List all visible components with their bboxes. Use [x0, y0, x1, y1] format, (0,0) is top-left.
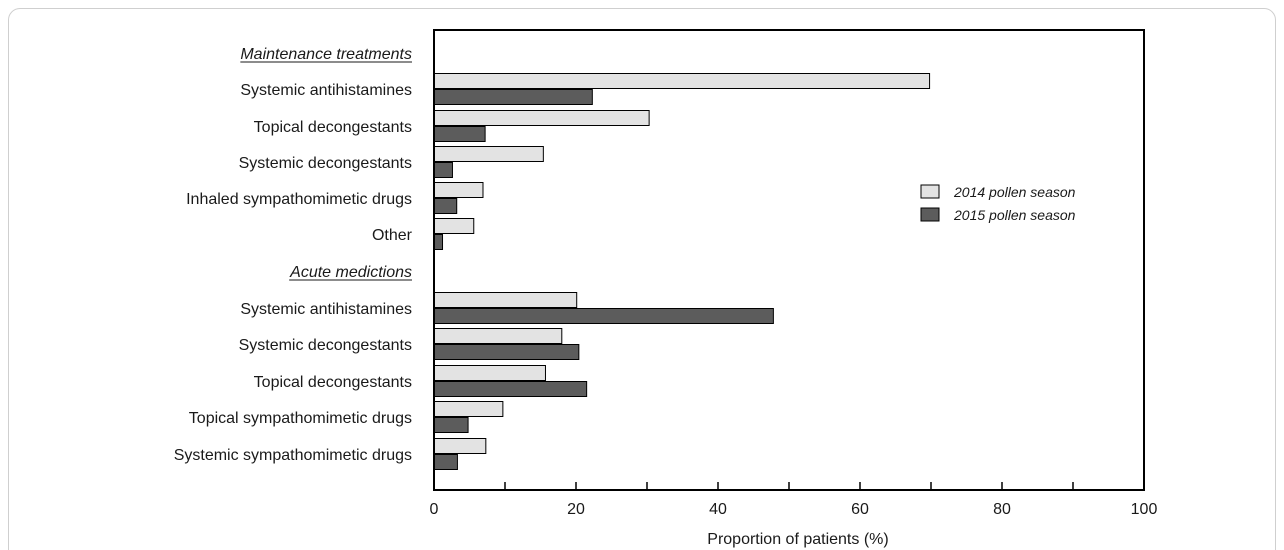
legend-swatch-2014 [921, 185, 939, 198]
bar-2015 [434, 455, 457, 470]
category-label: Systemic decongestants [239, 337, 412, 354]
bar-2015 [434, 382, 587, 397]
bar-2014 [434, 219, 474, 234]
category-labels: Maintenance treatments Systemic antihista… [174, 46, 413, 464]
bar-2014 [434, 329, 562, 344]
bar-2015 [434, 90, 592, 105]
bar-2014 [434, 111, 649, 126]
bar-2014 [434, 366, 545, 381]
category-label: Systemic antihistamines [240, 82, 412, 99]
x-axis-ticks: 0 20 40 60 80 100 [430, 482, 1158, 518]
legend-swatch-2015 [921, 208, 939, 221]
bar-2014 [434, 293, 577, 308]
legend-label-2015: 2015 pollen season [953, 207, 1076, 223]
legend-label-2014: 2014 pollen season [953, 184, 1076, 200]
bar-2015 [434, 199, 457, 214]
bar-2014 [434, 183, 483, 198]
category-label: Other [372, 227, 413, 244]
x-tick-label: 80 [993, 501, 1011, 518]
bar-2014 [434, 402, 503, 417]
category-label: Systemic antihistamines [240, 301, 412, 318]
x-tick-label: 100 [1131, 501, 1158, 518]
section-header: Maintenance treatments [240, 46, 412, 63]
category-label: Topical decongestants [254, 119, 412, 136]
legend: 2014 pollen season 2015 pollen season [921, 184, 1076, 223]
x-tick-label: 20 [567, 501, 585, 518]
category-label: Topical sympathomimetic drugs [189, 410, 412, 427]
x-tick-label: 0 [430, 501, 439, 518]
category-label: Systemic sympathomimetic drugs [174, 447, 412, 464]
category-label: Systemic decongestants [239, 155, 412, 172]
bar-2014 [434, 147, 543, 162]
bar-2015 [434, 235, 443, 250]
x-tick-label: 60 [851, 501, 869, 518]
bar-2015 [434, 309, 773, 324]
bar-2015 [434, 163, 452, 178]
bar-2014 [434, 439, 486, 454]
bar-2015 [434, 345, 579, 360]
bar-2015 [434, 127, 485, 142]
section-header: Acute medictions [289, 264, 412, 281]
bar-2015 [434, 418, 468, 433]
x-axis-title: Proportion of patients (%) [707, 531, 888, 548]
x-tick-label: 40 [709, 501, 727, 518]
bar-2014 [434, 74, 930, 89]
category-label: Topical decongestants [254, 374, 412, 391]
category-label: Inhaled sympathomimetic drugs [186, 191, 412, 208]
bars-layer [434, 74, 930, 470]
